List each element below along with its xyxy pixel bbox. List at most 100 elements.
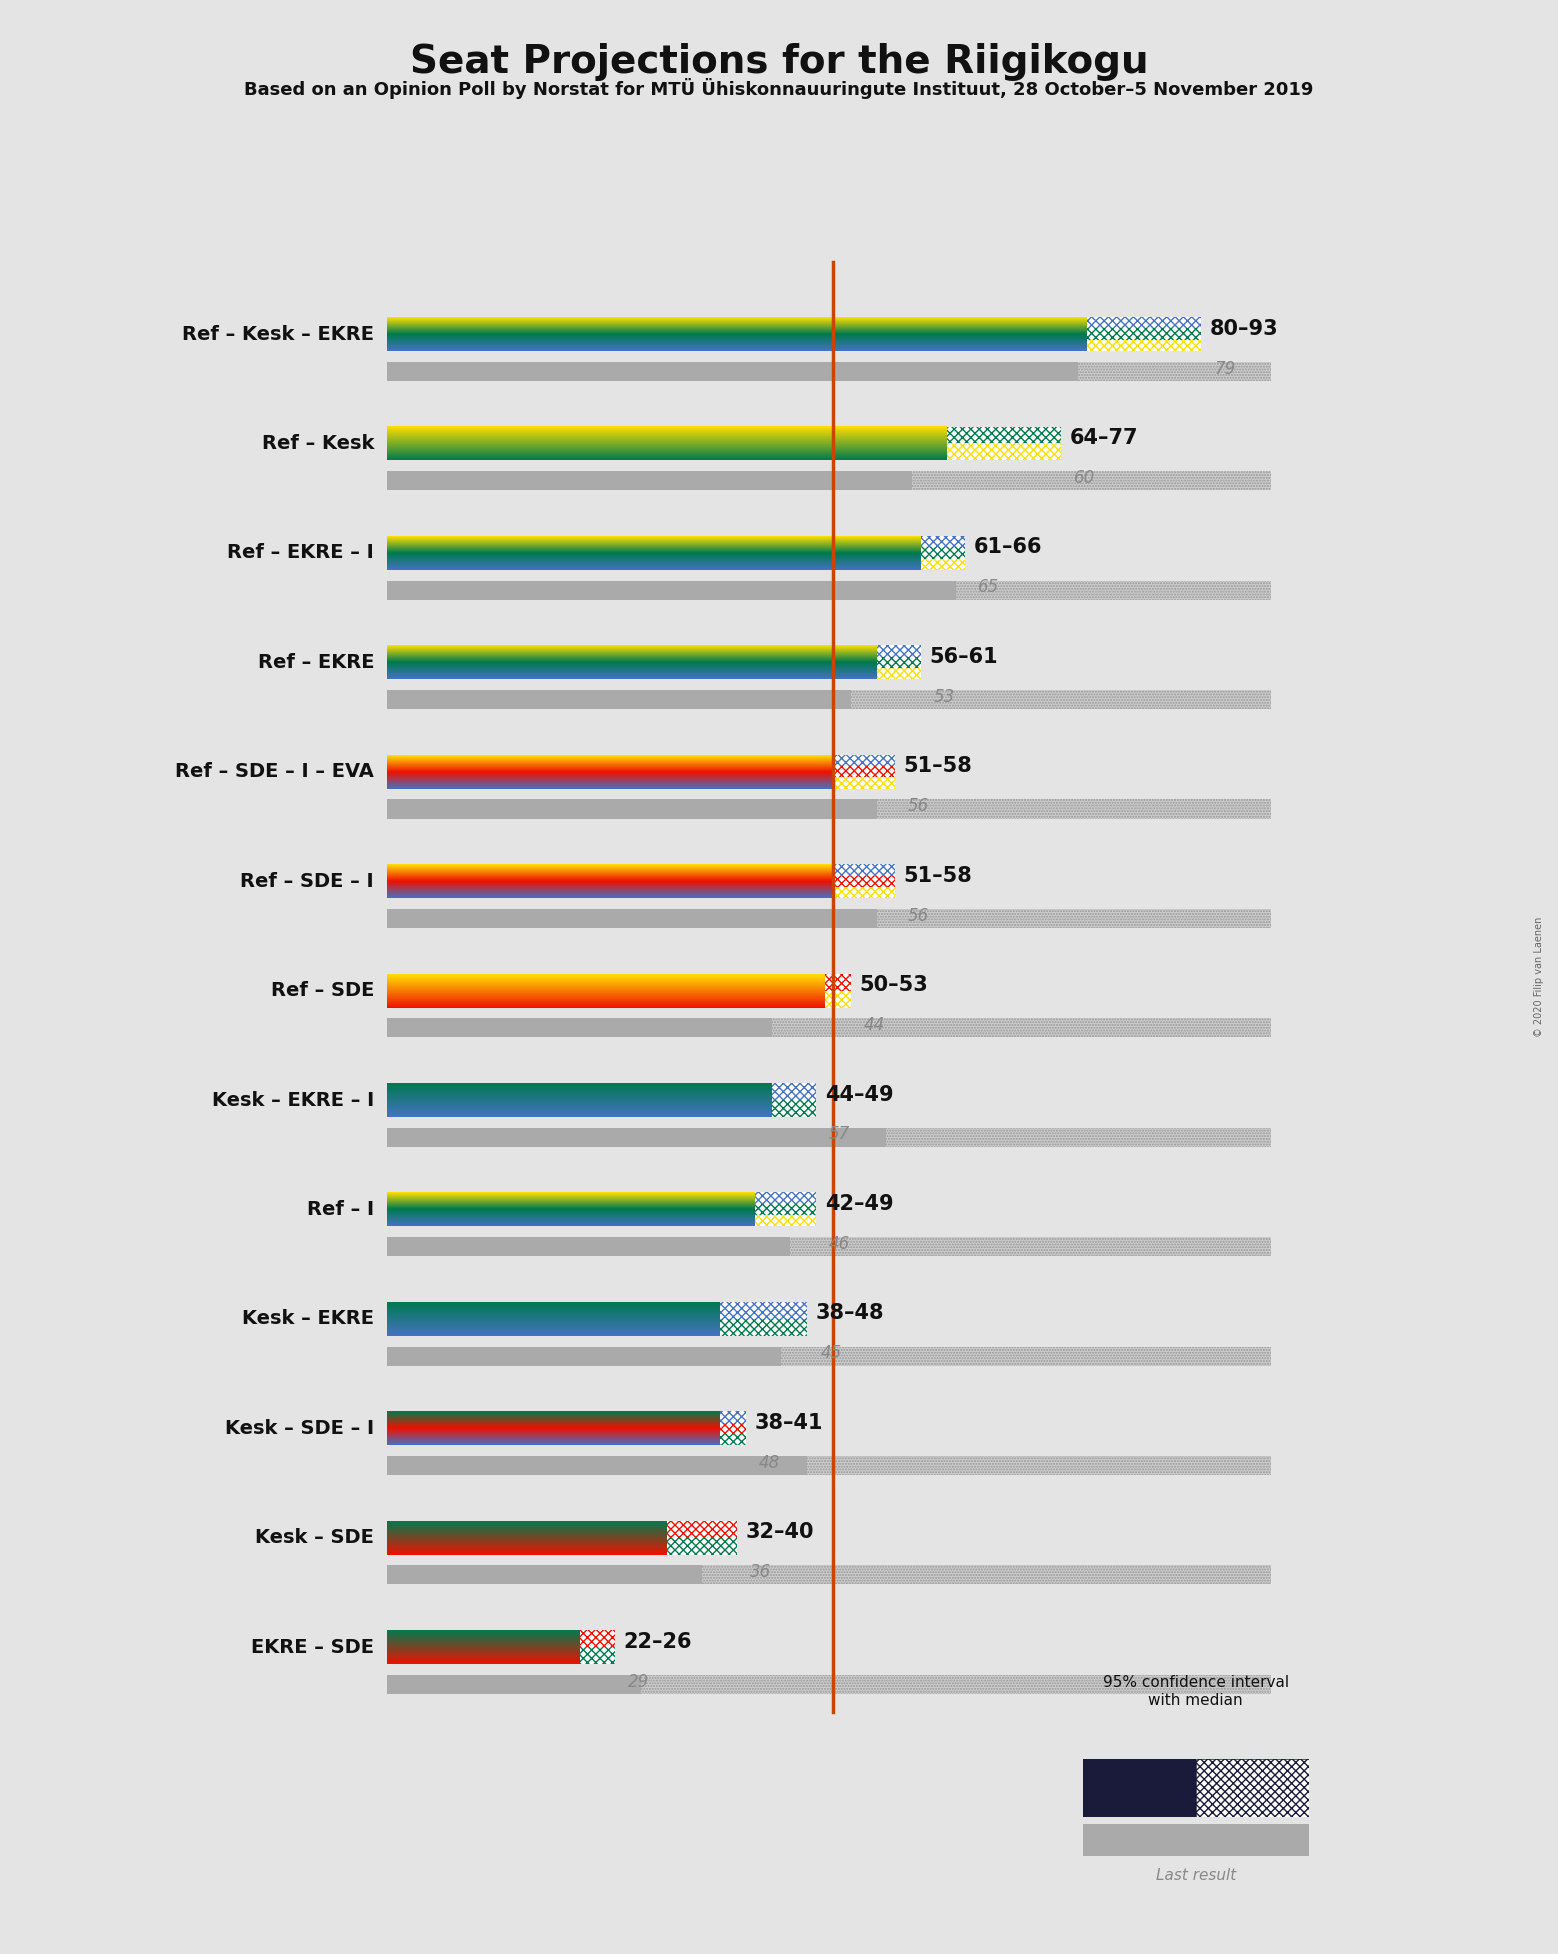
Bar	[388, 361, 1271, 381]
Bar	[720, 1301, 807, 1337]
Text: 56: 56	[908, 797, 929, 815]
Bar	[947, 444, 1061, 461]
Bar	[388, 1565, 703, 1585]
Bar	[388, 1018, 773, 1038]
Text: 45: 45	[821, 1344, 841, 1362]
Bar	[388, 799, 1271, 819]
Bar	[720, 1411, 746, 1446]
Text: Ref – SDE – I: Ref – SDE – I	[240, 871, 374, 891]
Bar	[388, 690, 1271, 709]
Bar	[1195, 1759, 1309, 1817]
Bar	[388, 1565, 1271, 1585]
Text: 57: 57	[829, 1126, 851, 1143]
Text: 80–93: 80–93	[1209, 319, 1278, 338]
Text: 51–58: 51–58	[904, 756, 972, 776]
Bar	[834, 864, 894, 875]
Bar	[824, 991, 851, 1008]
Text: Based on an Opinion Poll by Norstat for MTÜ Ühiskonnauuringute Instituut, 28 Oct: Based on an Opinion Poll by Norstat for …	[245, 78, 1313, 100]
Text: Ref – SDE: Ref – SDE	[271, 981, 374, 1000]
Bar	[388, 1675, 1271, 1694]
Bar	[1087, 317, 1201, 328]
Text: 53: 53	[935, 688, 955, 705]
Text: 51–58: 51–58	[904, 866, 972, 885]
Bar	[388, 1018, 1271, 1038]
Bar	[388, 580, 957, 600]
Text: 38–41: 38–41	[754, 1413, 823, 1432]
Bar	[580, 1630, 615, 1647]
Bar	[388, 799, 1271, 819]
Text: Ref – Kesk – EKRE: Ref – Kesk – EKRE	[182, 324, 374, 344]
Bar	[388, 909, 1271, 928]
Text: Ref – Kesk: Ref – Kesk	[262, 434, 374, 453]
Text: Seat Projections for the Riigikogu: Seat Projections for the Riigikogu	[410, 43, 1148, 80]
Text: 44: 44	[865, 1016, 885, 1034]
Text: 22–26: 22–26	[623, 1632, 692, 1651]
Text: EKRE – SDE: EKRE – SDE	[251, 1637, 374, 1657]
Text: 60: 60	[1073, 469, 1095, 487]
Bar	[834, 864, 894, 899]
Bar	[388, 1456, 807, 1475]
Bar	[754, 1204, 816, 1215]
Bar	[388, 1346, 1271, 1366]
Bar	[921, 535, 964, 571]
Text: 48: 48	[759, 1454, 781, 1471]
Text: 61–66: 61–66	[974, 537, 1042, 557]
Text: 36: 36	[751, 1563, 771, 1581]
Text: 46: 46	[829, 1235, 851, 1253]
Bar	[388, 1346, 781, 1366]
Bar	[388, 471, 913, 490]
Bar	[947, 426, 1061, 461]
Text: Kesk – SDE: Kesk – SDE	[256, 1528, 374, 1548]
Bar	[388, 361, 1271, 381]
Bar	[388, 471, 1271, 490]
Bar	[773, 1083, 816, 1100]
Bar	[877, 645, 921, 657]
Bar	[720, 1411, 746, 1423]
Bar	[720, 1319, 807, 1337]
Text: 38–48: 38–48	[816, 1303, 885, 1323]
Bar	[388, 1675, 1271, 1694]
Text: 44–49: 44–49	[824, 1084, 893, 1104]
Bar	[580, 1630, 615, 1665]
Bar	[834, 754, 894, 789]
Bar	[773, 1083, 816, 1118]
Bar	[921, 535, 964, 547]
Bar	[921, 559, 964, 571]
Bar	[667, 1538, 737, 1555]
Bar	[667, 1520, 737, 1538]
Bar	[388, 471, 1271, 490]
Bar	[834, 766, 894, 778]
Bar	[388, 580, 1271, 600]
Bar	[388, 1127, 1271, 1147]
Bar	[824, 973, 851, 991]
Bar	[1083, 1759, 1195, 1817]
Text: Kesk – EKRE: Kesk – EKRE	[241, 1309, 374, 1329]
Bar	[667, 1520, 737, 1555]
Bar	[877, 668, 921, 680]
Bar	[947, 426, 1061, 444]
Text: 56: 56	[908, 907, 929, 924]
Bar	[877, 645, 921, 680]
Bar	[834, 887, 894, 899]
Text: Ref – I: Ref – I	[307, 1200, 374, 1219]
Bar	[754, 1192, 816, 1227]
Bar	[388, 690, 851, 709]
Bar	[877, 657, 921, 668]
Text: Kesk – SDE – I: Kesk – SDE – I	[224, 1419, 374, 1438]
Bar	[1087, 340, 1201, 352]
Bar	[921, 547, 964, 559]
Bar	[754, 1192, 816, 1204]
Text: 65: 65	[978, 578, 999, 596]
Bar	[388, 1237, 1271, 1256]
Text: Ref – EKRE – I: Ref – EKRE – I	[227, 543, 374, 563]
Text: 64–77: 64–77	[1070, 428, 1139, 447]
Bar	[388, 1675, 640, 1694]
Bar	[388, 799, 877, 819]
Text: 95% confidence interval
with median: 95% confidence interval with median	[1103, 1675, 1288, 1708]
Bar	[773, 1100, 816, 1118]
Bar	[720, 1423, 746, 1434]
Bar	[388, 909, 877, 928]
Text: 56–61: 56–61	[930, 647, 999, 666]
Text: 32–40: 32–40	[746, 1522, 815, 1542]
Text: Last result: Last result	[1156, 1868, 1235, 1884]
